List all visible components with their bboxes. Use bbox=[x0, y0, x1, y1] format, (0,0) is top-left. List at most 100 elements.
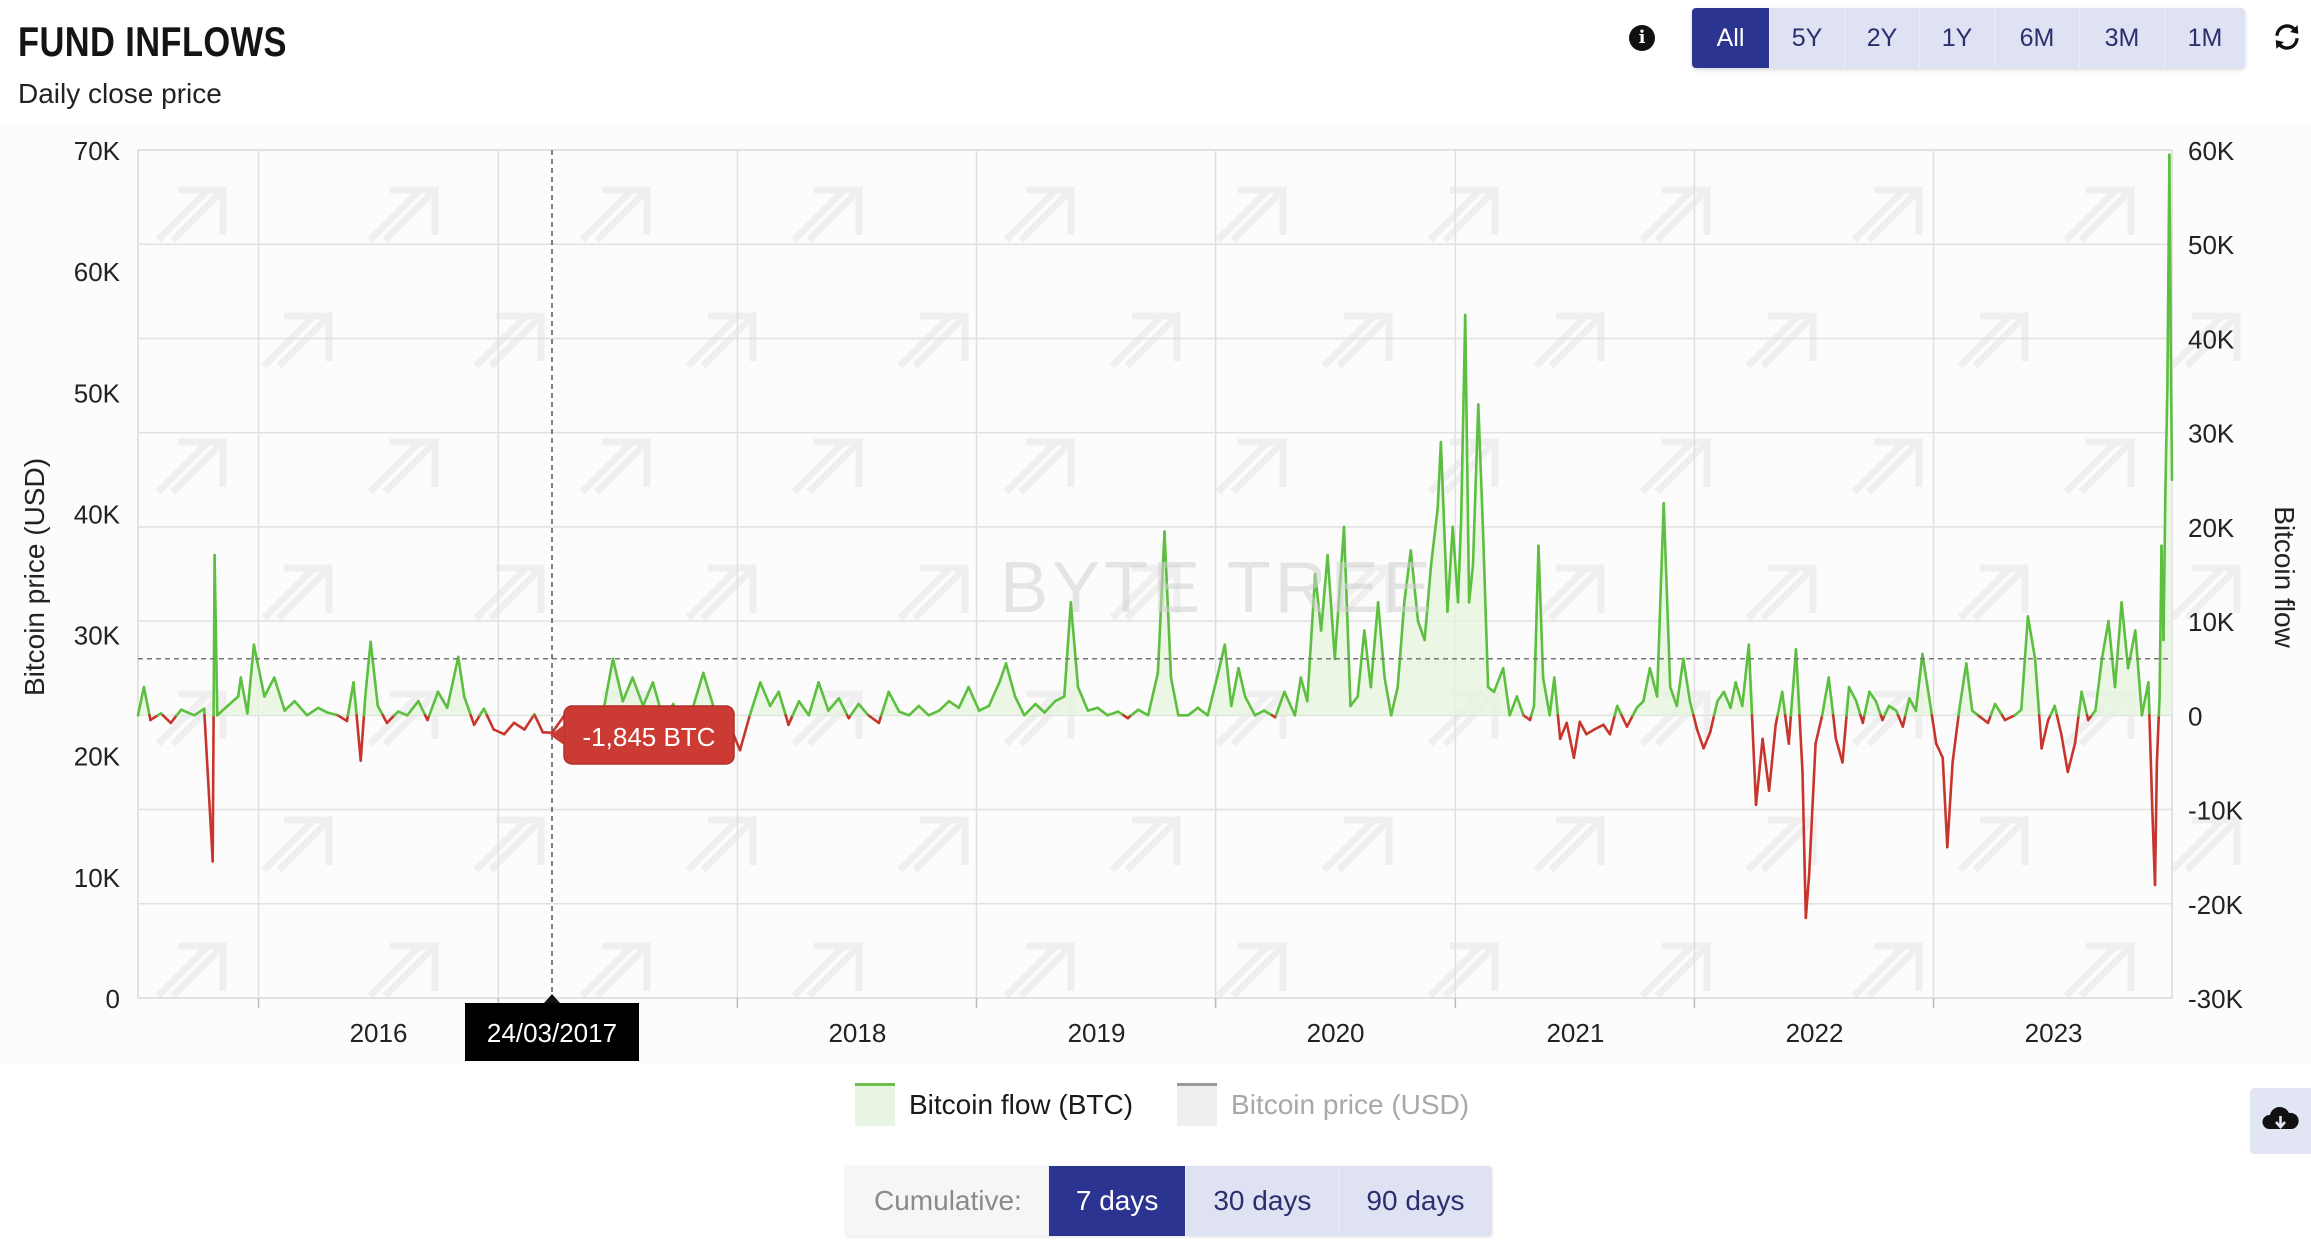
range-button-2y[interactable]: 2Y bbox=[1845, 8, 1920, 68]
right-axis: -30K -20K -10K 0 10K 20K 30K 40K 50K 60K bbox=[2188, 136, 2244, 1014]
cumulative-90-days[interactable]: 90 days bbox=[1338, 1166, 1492, 1236]
flow-point bbox=[1827, 676, 1830, 679]
download-button[interactable] bbox=[2250, 1088, 2311, 1154]
flow-line-segment bbox=[2040, 718, 2050, 750]
flow-line-segment bbox=[1137, 708, 1150, 717]
watermark-logo-icon bbox=[897, 312, 969, 369]
flow-line-segment bbox=[2060, 732, 2070, 774]
flow-line-segment bbox=[336, 713, 349, 723]
right-axis-tick-label: -10K bbox=[2188, 796, 2244, 826]
watermark-text: BYTE TREE bbox=[1000, 548, 1435, 628]
flow-point bbox=[838, 697, 840, 700]
flow-line-segment bbox=[1847, 685, 1858, 703]
range-button-1m[interactable]: 1M bbox=[2187, 24, 2223, 52]
watermark-logo-icon bbox=[261, 564, 333, 621]
flow-point bbox=[1177, 714, 1180, 717]
fund-inflows-chart[interactable]: 0 10K 20K 30K 40K 50K 60K 70K -30K -20K -10K 0 10K 2… bbox=[0, 125, 2311, 1065]
chart-header: FUND INFLOWS Daily close price i All 5Y … bbox=[0, 0, 2311, 125]
flow-line-segment bbox=[1053, 695, 1066, 703]
flow-point bbox=[622, 700, 624, 702]
flow-line-segment bbox=[927, 709, 941, 717]
range-button-3m[interactable]: 3M bbox=[2080, 8, 2165, 68]
flow-point bbox=[1237, 667, 1240, 669]
flow-point bbox=[326, 711, 329, 714]
flow-point bbox=[1163, 530, 1166, 533]
flow-point bbox=[1602, 724, 1605, 726]
flow-line-segment bbox=[283, 699, 296, 712]
watermark-logo-icon bbox=[473, 816, 545, 873]
range-button-1y[interactable]: 1Y bbox=[1920, 8, 1995, 68]
legend-item-price[interactable]: Bitcoin price (USD) bbox=[1177, 1083, 1469, 1126]
flow-point bbox=[1446, 610, 1449, 613]
flow-line-segment bbox=[887, 690, 901, 713]
flow-line-segment bbox=[1572, 720, 1582, 760]
flow-line-segment bbox=[1515, 695, 1525, 717]
right-axis-tick-label: 60K bbox=[2188, 136, 2235, 166]
flow-line-segment bbox=[1688, 699, 1695, 717]
flow-line-segment bbox=[601, 657, 615, 714]
flow-point bbox=[346, 720, 348, 722]
flow-point bbox=[2160, 544, 2163, 547]
cumulative-30-days[interactable]: 30 days bbox=[1185, 1166, 1339, 1236]
flow-point bbox=[1895, 709, 1897, 712]
flow-line-segment bbox=[758, 681, 772, 708]
flow-line-segment bbox=[1467, 563, 1475, 604]
flow-line-segment bbox=[1274, 690, 1286, 717]
flow-point bbox=[1096, 707, 1099, 709]
flow-line-segment bbox=[817, 681, 830, 712]
range-button-6m[interactable]: 6M bbox=[1995, 8, 2080, 68]
flow-area bbox=[138, 154, 2172, 716]
flow-line-segment bbox=[827, 697, 841, 712]
flow-point bbox=[2014, 714, 2016, 717]
flow-point bbox=[2087, 719, 2089, 721]
flow-point bbox=[1087, 709, 1089, 712]
flow-point bbox=[216, 714, 219, 717]
flow-line-segment bbox=[363, 640, 372, 698]
flow-line-segment bbox=[346, 681, 355, 717]
flow-line-segment bbox=[1253, 709, 1266, 717]
info-icon[interactable]: i bbox=[1629, 25, 1655, 51]
flow-point bbox=[769, 705, 771, 707]
flow-line-segment bbox=[1063, 600, 1073, 698]
page-subtitle: Daily close price bbox=[18, 78, 222, 109]
refresh-icon[interactable] bbox=[2272, 22, 2302, 52]
flow-line-segment bbox=[1383, 676, 1393, 717]
legend-label-price: Bitcoin price (USD) bbox=[1231, 1088, 1470, 1120]
flow-point bbox=[446, 707, 449, 709]
flow-point bbox=[1137, 708, 1140, 711]
flow-line-segment bbox=[917, 704, 931, 717]
flow-line-segment bbox=[1930, 713, 1938, 745]
flow-point bbox=[1023, 714, 1026, 717]
flow-point bbox=[1868, 691, 1871, 693]
flow-line-segment bbox=[179, 708, 196, 717]
flow-point bbox=[1626, 725, 1628, 728]
flow-point bbox=[2040, 747, 2043, 750]
flow-point bbox=[211, 860, 214, 863]
range-button-5y[interactable]: 5Y bbox=[1770, 8, 1845, 68]
legend-label-flow: Bitcoin flow (BTC) bbox=[909, 1088, 1134, 1120]
flow-point bbox=[988, 705, 990, 707]
flow-line-segment bbox=[359, 713, 366, 762]
cumulative-7-days[interactable]: 7 days bbox=[1047, 1166, 1186, 1236]
range-button-all[interactable]: All bbox=[1692, 8, 1770, 68]
flow-point bbox=[1959, 705, 1961, 707]
flow-point bbox=[1320, 629, 1322, 632]
legend-item-flow[interactable]: Bitcoin flow (BTC) bbox=[855, 1083, 1133, 1126]
flow-point bbox=[759, 681, 762, 684]
flow-line-segment bbox=[1887, 704, 1898, 712]
flow-point bbox=[2141, 714, 2143, 717]
flow-line-segment bbox=[1951, 713, 1960, 764]
flow-point bbox=[386, 722, 388, 724]
flow-point bbox=[473, 724, 475, 726]
flow-point bbox=[337, 714, 339, 717]
flow-line-segment bbox=[1376, 600, 1386, 679]
flow-line-segment bbox=[1863, 690, 1871, 717]
flow-point bbox=[1553, 676, 1556, 679]
flow-line-segment bbox=[1602, 723, 1612, 736]
flow-positive-area bbox=[138, 154, 2172, 716]
flow-line-segment bbox=[1801, 770, 1808, 920]
flow-line-segment bbox=[1146, 671, 1160, 717]
flow-point bbox=[1768, 789, 1770, 792]
watermark-logo-icon bbox=[1109, 312, 1181, 369]
flow-point bbox=[2053, 705, 2056, 707]
